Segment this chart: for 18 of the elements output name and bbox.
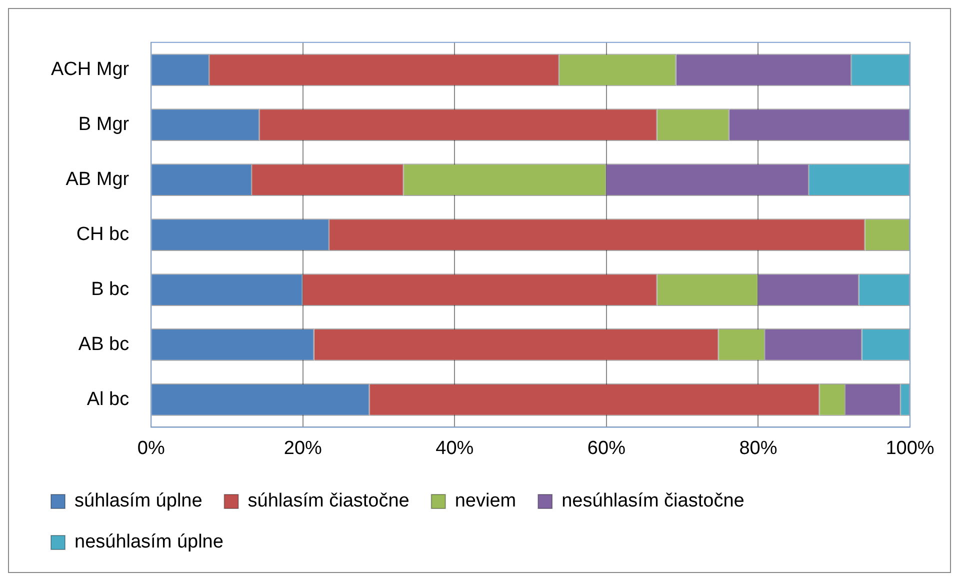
y-tick-label: ACH Mgr — [50, 59, 130, 80]
x-tick-label: 40% — [436, 438, 474, 459]
x-tick-label: 0% — [137, 438, 165, 459]
x-tick-label: 60% — [587, 438, 626, 459]
x-tick-label: 80% — [739, 438, 778, 459]
y-tick-label: AB bc — [78, 334, 130, 355]
legend-label: nesúhlasím úplne — [74, 532, 224, 553]
y-tick-label: B Mgr — [78, 114, 130, 136]
y-tick-label: Al bc — [86, 388, 130, 410]
x-tick-label: 100% — [886, 438, 934, 459]
y-tick-label: B bc — [91, 279, 130, 300]
y-tick-label: CH bc — [76, 224, 130, 246]
legend-label: neviem — [454, 490, 516, 512]
legend-label: nesúhlasím čiastočne — [562, 490, 744, 512]
legend-label: súhlasím úplne — [74, 490, 202, 512]
legend-label: súhlasím čiastočne — [248, 490, 410, 512]
y-tick-label: AB Mgr — [66, 169, 130, 190]
x-tick-label: 20% — [284, 438, 322, 459]
